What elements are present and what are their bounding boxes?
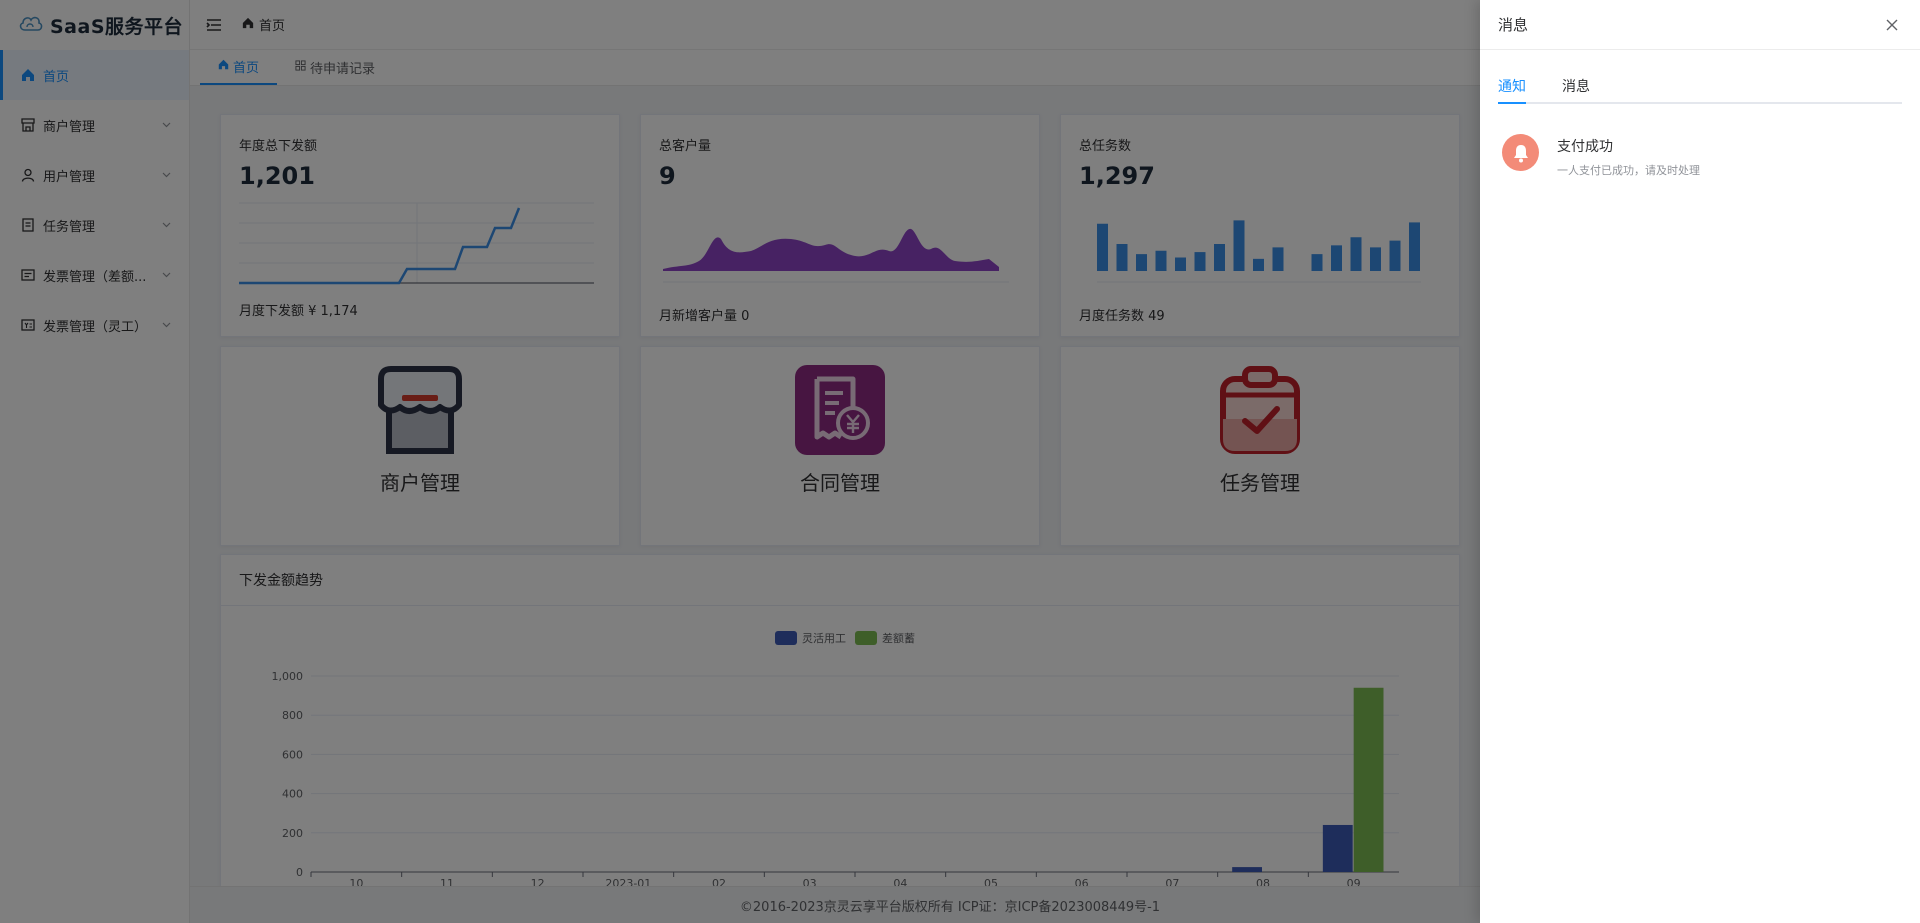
tab-notifications[interactable]: 通知 bbox=[1498, 70, 1526, 104]
drawer-header: 消息 bbox=[1480, 0, 1920, 50]
message-drawer: 消息 通知 消息 支付成功 一人支付已成功，请及时处理 bbox=[1480, 0, 1920, 923]
bell-icon bbox=[1502, 134, 1539, 171]
drawer-tabs: 通知 消息 bbox=[1498, 72, 1902, 104]
notification-title: 支付成功 bbox=[1557, 139, 1613, 155]
notification-desc: 一人支付已成功，请及时处理 bbox=[1557, 164, 1700, 177]
tab-messages[interactable]: 消息 bbox=[1562, 79, 1590, 95]
close-icon[interactable] bbox=[1882, 15, 1902, 35]
drawer-title: 消息 bbox=[1498, 16, 1529, 34]
notification-item[interactable]: 支付成功 一人支付已成功，请及时处理 bbox=[1502, 134, 1920, 178]
drawer-overlay[interactable] bbox=[0, 0, 1480, 923]
